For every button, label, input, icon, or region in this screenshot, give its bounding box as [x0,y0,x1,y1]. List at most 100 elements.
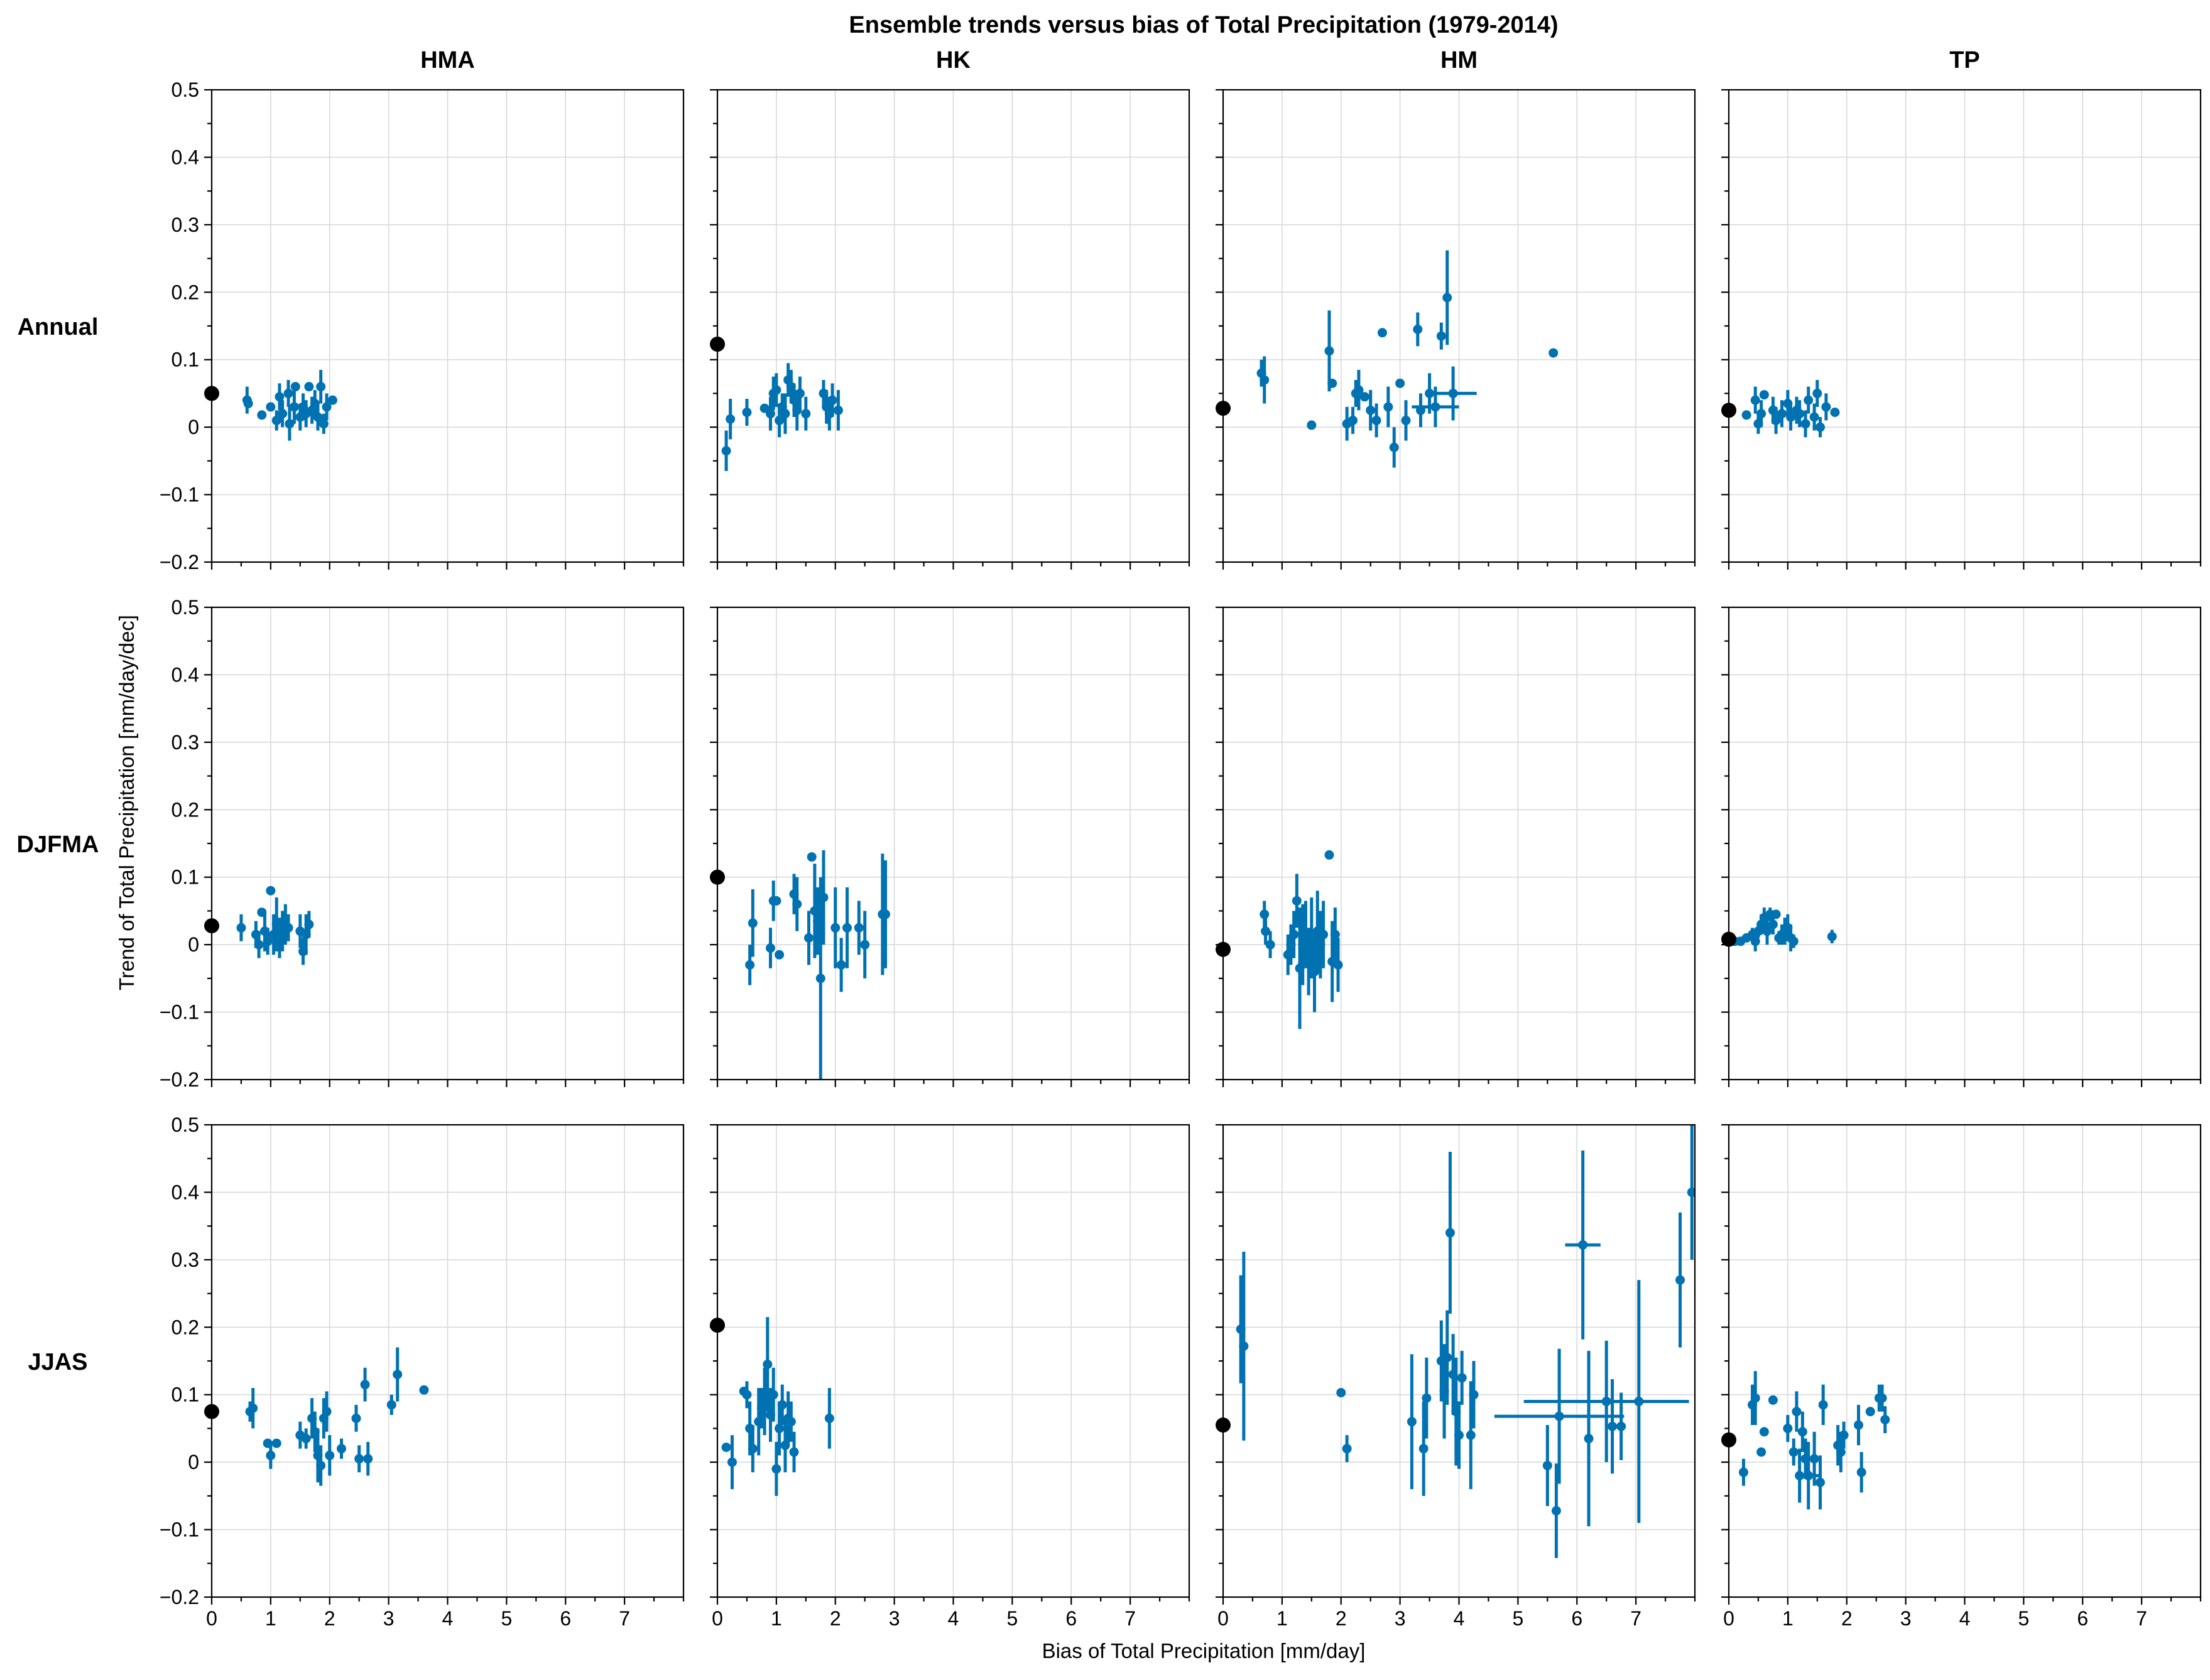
x-tick-label: 2 [324,1607,335,1630]
grid [212,90,683,562]
data-marker [337,1444,347,1454]
data-point [1756,400,1766,428]
data-point [1865,1407,1875,1417]
data-marker [726,414,736,424]
ticks [710,606,1190,1087]
data-point [836,938,846,992]
data-marker [1804,395,1814,405]
data-marker [824,1413,834,1423]
data-point [289,390,299,424]
data-marker [1792,1407,1802,1417]
data-point [304,911,314,938]
x-tick-label: 2 [1336,1607,1347,1630]
data-point [771,1441,781,1496]
data-marker [1783,1423,1793,1433]
y-tick-label: −0.1 [160,484,199,506]
data-marker [318,419,329,429]
data-point [1771,406,1781,434]
data-series [242,369,337,441]
data-marker [1786,412,1796,422]
data-marker [1354,385,1364,395]
data-point [283,379,293,407]
data-point [726,399,736,440]
data-marker [842,923,852,933]
x-tick-label: 5 [2018,1607,2029,1630]
data-point [248,1387,258,1429]
reference-marker [1216,401,1231,416]
data-marker [278,409,288,419]
x-tick-label: 6 [2077,1607,2088,1630]
data-point [1395,378,1405,388]
y-tick-label: 0.5 [171,1114,199,1136]
data-point [1454,1401,1464,1469]
data-point [1795,400,1805,428]
data-marker [1383,402,1393,412]
data-point [1880,1406,1890,1433]
data-marker [1578,1240,1588,1250]
data-marker [1289,929,1299,940]
data-point [1415,393,1425,428]
data-marker [419,1385,429,1395]
panel-djfma-tp [1721,606,2202,1087]
data-marker [1821,402,1831,412]
data-point [283,914,293,941]
data-point [824,1387,834,1449]
data-marker [1457,1373,1467,1383]
data-marker [1359,392,1369,402]
data-point [775,950,785,960]
data-point [1762,918,1772,945]
data-marker [271,415,281,425]
data-marker [1865,1407,1875,1417]
panel-frame [1222,89,1696,563]
data-marker [1261,926,1271,936]
data-point [1348,406,1358,434]
data-marker [243,399,253,409]
x-tick-label: 1 [1276,1607,1288,1630]
data-marker [792,899,802,909]
data-point [316,369,326,404]
ticks [204,606,685,1087]
data-marker [801,409,811,419]
y-tick-label: 0.4 [171,146,199,168]
row-title-annual: Annual [18,314,99,340]
y-tick-label: 0.1 [171,866,199,889]
data-marker [836,960,846,970]
reference-marker [1216,941,1231,957]
data-point [254,931,264,958]
data-point [1265,931,1275,958]
data-point [1413,312,1423,347]
data-point [1342,1435,1352,1463]
data-point [322,393,332,421]
data-point [1830,408,1840,418]
data-point [727,1435,737,1490]
data-marker [360,1380,370,1390]
data-marker [1836,1447,1846,1457]
data-point [318,413,329,434]
panel-frame [210,606,685,1081]
x-tick-label: 0 [1217,1607,1229,1630]
panel-frame [210,1124,685,1598]
figure-title: Ensemble trends versus bias of Total Pre… [849,12,1558,38]
data-point [1442,1310,1452,1405]
data-marker [271,1438,281,1448]
data-marker [1839,1430,1849,1440]
data-marker [1319,929,1329,940]
data-point [257,410,267,420]
panel-jjas-tp: 0 1 2 3 4 5 6 7 [1721,1124,2202,1630]
data-marker [316,1461,326,1471]
panel-annual-tp [1721,89,2202,570]
data-point [1354,369,1364,411]
data-point [1839,1421,1849,1449]
data-point [304,382,314,392]
data-marker [290,382,300,392]
y-tick-label: 0.5 [171,79,199,101]
data-marker [1738,1467,1748,1477]
data-marker [1777,409,1787,419]
data-point [815,877,825,1080]
grid [1729,607,2201,1080]
data-marker [1759,390,1769,400]
data-marker [1466,1430,1476,1440]
data-marker [1292,896,1302,906]
data-marker [1422,1393,1432,1403]
